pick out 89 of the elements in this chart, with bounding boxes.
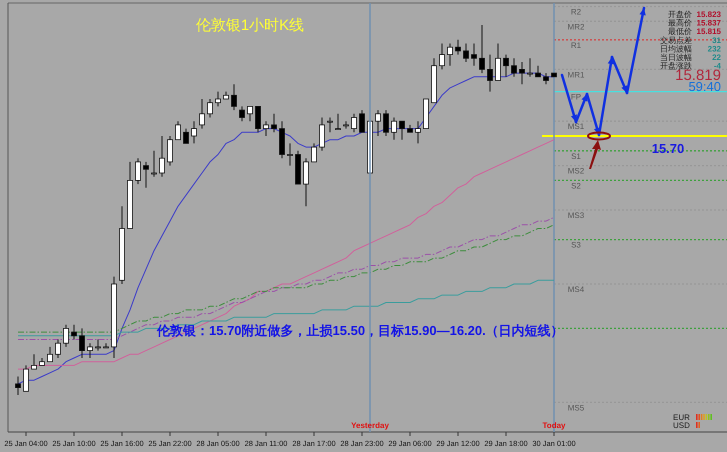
annotation: 22 — [712, 53, 722, 62]
ref-line-label: MR1 — [568, 70, 585, 80]
candlestick — [167, 136, 173, 166]
annotation: -4 — [714, 62, 722, 71]
candlestick — [439, 43, 445, 70]
candlestick — [143, 161, 149, 188]
annotation: 232 — [708, 44, 722, 54]
text: EUR — [673, 413, 690, 422]
candlestick — [135, 158, 141, 185]
annotation: 31 — [712, 36, 722, 45]
candlestick — [191, 120, 197, 144]
annotation: 15.70 — [652, 141, 684, 156]
ref-line-label: R1 — [570, 40, 582, 50]
candlestick — [175, 120, 181, 140]
candlestick — [207, 98, 213, 118]
candlestick — [79, 328, 85, 358]
candlestick — [487, 54, 493, 92]
candlestick — [383, 110, 389, 136]
candlestick — [391, 117, 397, 140]
candlestick — [511, 58, 517, 78]
candlestick — [527, 58, 533, 78]
candlestick — [159, 136, 165, 178]
candlestick — [463, 43, 469, 62]
candlestick — [359, 110, 365, 133]
candlestick — [31, 354, 37, 370]
candlestick — [199, 98, 205, 130]
annotation: 日均波幅 — [660, 44, 692, 54]
candlestick — [535, 65, 541, 78]
ref-line-label: MS2 — [568, 166, 585, 176]
candlestick — [519, 62, 525, 85]
candlestick — [327, 117, 333, 133]
candlestick — [447, 43, 453, 66]
ref-line-label: R2 — [570, 8, 582, 16]
candlestick — [503, 54, 509, 78]
candlestick — [247, 106, 253, 122]
candlestick — [375, 110, 381, 136]
candlestick — [255, 106, 261, 133]
text: USD — [673, 421, 690, 430]
text: 15.823 — [696, 10, 722, 19]
candlestick — [415, 120, 421, 144]
candlestick — [95, 339, 101, 352]
ref-line-label: MS5 — [568, 403, 585, 412]
candlestick — [455, 39, 461, 56]
candlestick — [287, 142, 293, 166]
chart-title: 伦敦银1小时K线 — [196, 17, 304, 34]
candlestick — [351, 113, 357, 133]
candlestick — [399, 120, 405, 140]
ref-line-label: MS1 — [568, 122, 585, 132]
candlestick — [215, 91, 221, 107]
text: 开盘价 — [668, 10, 692, 19]
text: Yesterday — [351, 421, 390, 430]
candlestick — [263, 120, 269, 136]
candlestick — [87, 342, 93, 358]
annotation: 59:40 — [688, 79, 721, 94]
ref-line-label: Today — [542, 421, 566, 430]
annotation: 15.815 — [696, 27, 722, 36]
candlestick — [55, 339, 61, 358]
annotation: 最低价 — [668, 27, 692, 36]
candlestick — [239, 106, 245, 122]
annotation: 开盘涨跌 — [660, 62, 692, 71]
candlestick — [311, 142, 317, 162]
ref-line-label: FP — [570, 92, 582, 102]
candlestick — [151, 150, 157, 178]
candlestick — [183, 128, 189, 144]
candlestick — [319, 117, 325, 152]
annotation: 最高价 — [668, 18, 692, 28]
candlestick — [63, 324, 69, 348]
candlestick — [471, 43, 477, 66]
annotation: 15.837 — [696, 18, 722, 28]
ref-line-label: S3 — [571, 240, 582, 250]
ref-line-label: MS4 — [568, 285, 585, 294]
ref-line-label: S1 — [571, 152, 582, 161]
candlestick — [103, 342, 109, 348]
candlestick — [47, 346, 53, 362]
candlestick — [15, 376, 21, 396]
candlestick — [479, 24, 485, 74]
candlestick — [335, 113, 341, 130]
candlestick — [271, 113, 277, 133]
annotation: 当日波幅 — [660, 53, 692, 62]
ref-line-label: MS3 — [568, 211, 585, 220]
candlestick — [495, 43, 501, 81]
annotation: 交易点差 — [660, 36, 692, 45]
ref-line-label: MR2 — [568, 22, 585, 32]
candlestick — [303, 158, 309, 207]
candlestick — [543, 72, 549, 85]
ref-line-label: S2 — [571, 181, 582, 190]
candlestick — [23, 364, 29, 392]
candlestick — [231, 84, 237, 111]
candlestick — [71, 324, 77, 340]
